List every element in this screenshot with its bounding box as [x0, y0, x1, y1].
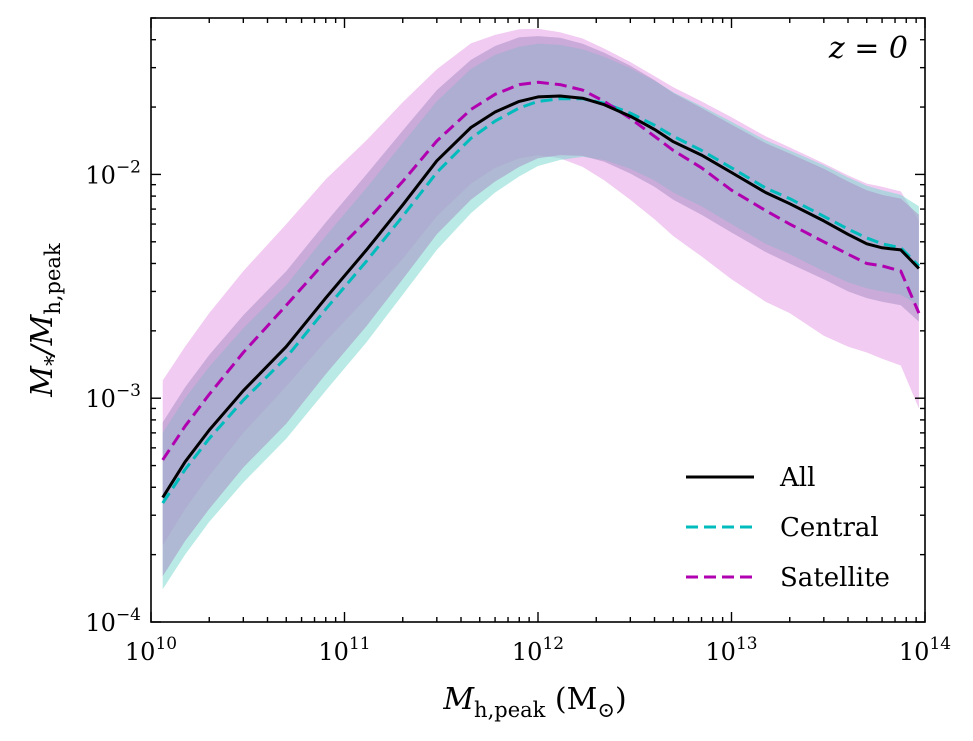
x-tick-label: 1013: [705, 634, 757, 666]
legend-label-central: Central: [780, 513, 879, 543]
legend-label-all: All: [779, 463, 815, 493]
x-tick-label: 1012: [512, 634, 564, 666]
line-all: [161, 94, 920, 499]
axis-ticks: [150, 17, 926, 623]
series-lines: [161, 80, 921, 504]
y-tick-label: 10−4: [85, 605, 141, 637]
plot-frame: [150, 17, 926, 623]
line-satellite: [161, 80, 921, 461]
legend: All Central Satellite: [686, 463, 890, 593]
legend-label-satellite: Satellite: [780, 563, 890, 593]
y-tick-label: 10−2: [85, 157, 141, 189]
y-tick-label: 10−3: [85, 381, 141, 413]
x-axis-label: Mh,peak (M⊙): [442, 682, 626, 722]
annotation-redshift: z = 0: [828, 31, 908, 66]
tick-labels: 1010 1011 1012 1013 1014 10−4 10−3 10−2: [85, 157, 951, 666]
x-tick-label: 1014: [899, 634, 951, 666]
y-axis-label: M*/Mh,peak: [25, 243, 65, 398]
x-tick-label: 1010: [125, 634, 177, 666]
x-tick-label: 1011: [318, 634, 370, 666]
